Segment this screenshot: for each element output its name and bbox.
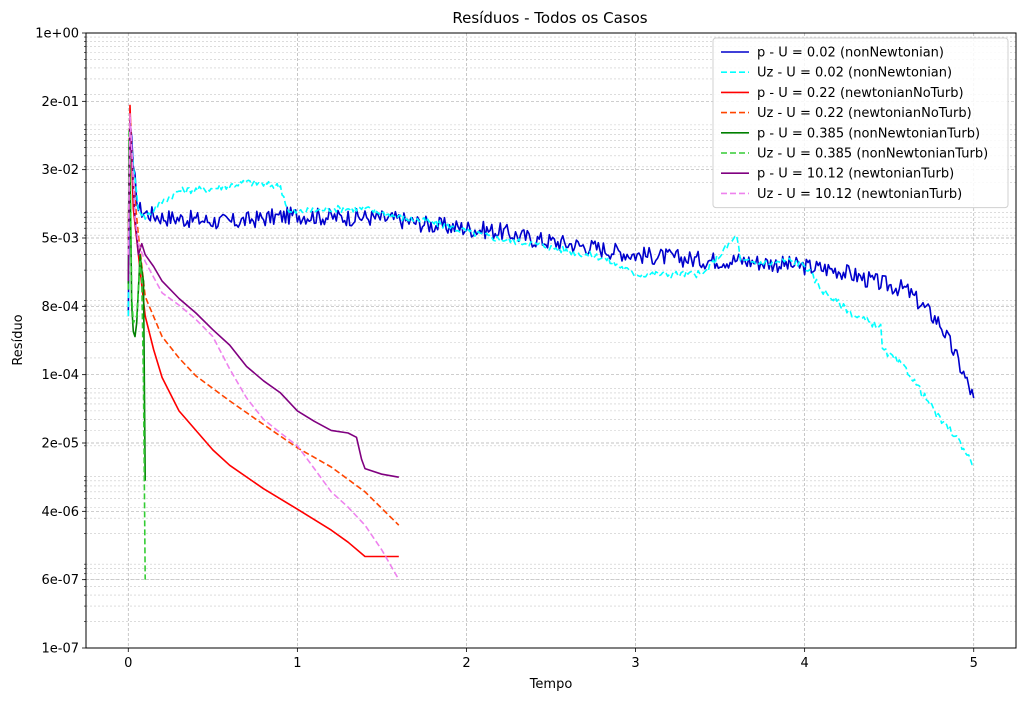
y-tick-label: 5e-03: [41, 232, 79, 247]
x-tick-label: 4: [800, 656, 808, 671]
legend-entry: p - U = 0.22 (newtonianNoTurb): [757, 86, 964, 101]
chart-title: Resíduos - Todos os Casos: [452, 9, 647, 27]
legend-box: [712, 37, 1009, 209]
x-axis: 0 1 2 3 4 5: [124, 648, 978, 671]
legend-entry: Uz - U = 10.12 (newtonianTurb): [757, 187, 962, 202]
legend-entry: Uz - U = 0.385 (nonNewtonianTurb): [757, 147, 988, 162]
y-tick-label: 4e-06: [41, 505, 79, 520]
x-tick-label: 2: [462, 656, 470, 671]
series-layer: [127, 104, 975, 580]
series-line-0: [127, 120, 975, 399]
y-tick-label: 1e-04: [41, 368, 79, 383]
y-tick-label: 1e+00: [35, 27, 79, 42]
y-tick-label: 2e-01: [41, 95, 79, 110]
x-tick-label: 0: [124, 656, 132, 671]
series-line-6: [127, 120, 399, 478]
x-axis-label: Tempo: [529, 677, 573, 692]
legend-entry: Uz - U = 0.02 (nonNewtonian): [757, 66, 952, 81]
legend-entry: Uz - U = 0.22 (newtonianNoTurb): [757, 106, 972, 121]
legend-entry: p - U = 0.02 (nonNewtonian): [757, 46, 944, 61]
y-axis-label: Resíduo: [11, 314, 26, 365]
legend: p - U = 0.02 (nonNewtonian) Uz - U = 0.02…: [712, 37, 1009, 209]
plot-frame: [85, 32, 1017, 649]
y-axis: 1e-07 6e-07 4e-06 2e-05 1e-04 8e-04 5e-03 3e-02…: [35, 27, 86, 657]
y-tick-label: 1e-07: [41, 642, 79, 657]
y-tick-label: 3e-02: [41, 163, 79, 178]
y-tick-label: 2e-05: [41, 437, 79, 452]
x-tick-label: 3: [631, 656, 639, 671]
x-tick-label: 5: [970, 656, 978, 671]
grid-minor: [86, 36, 1016, 622]
series-line-1: [127, 120, 975, 467]
series-line-7: [127, 113, 400, 580]
y-tick-label: 6e-07: [41, 573, 79, 588]
y-tick-label: 8e-04: [41, 300, 79, 315]
x-tick-label: 1: [293, 656, 301, 671]
legend-entry: p - U = 10.12 (newtonianTurb): [757, 167, 954, 182]
legend-entry: p - U = 0.385 (nonNewtonianTurb): [757, 126, 980, 141]
